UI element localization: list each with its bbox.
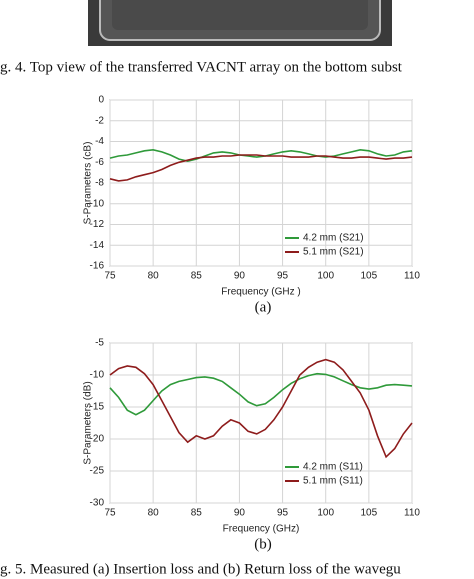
- x-axis-title: Frequency (GHz): [223, 524, 300, 535]
- panel-label: (a): [255, 299, 272, 315]
- x-tick-label: 105: [361, 508, 378, 519]
- series-line: [109, 372, 413, 416]
- y-tick-label: -4: [95, 136, 104, 147]
- x-tick-label: 100: [317, 271, 334, 282]
- figure-4-caption: g. 4. Top view of the transferred VACNT …: [0, 59, 403, 75]
- y-tick-label: -16: [90, 261, 105, 272]
- figure-4-photo: [88, 0, 392, 46]
- series-line: [109, 358, 413, 459]
- x-tick-label: 110: [404, 508, 420, 519]
- x-axis-title: Frequency (GHz ): [221, 287, 300, 298]
- x-tick-label: 80: [148, 271, 160, 282]
- x-tick-label: 80: [148, 508, 160, 519]
- x-tick-label: 75: [104, 508, 116, 519]
- y-tick-label: -25: [90, 466, 105, 477]
- panel-label: (b): [254, 536, 272, 552]
- x-tick-label: 90: [234, 271, 246, 282]
- x-tick-label: 95: [277, 271, 289, 282]
- x-tick-label: 85: [191, 271, 203, 282]
- series-line: [109, 148, 413, 163]
- y-tick-label: -14: [90, 240, 105, 251]
- y-tick-label: -6: [95, 157, 104, 168]
- plot-area: [109, 342, 413, 504]
- x-tick-label: 90: [234, 508, 246, 519]
- legend-label: 5.1 mm (S21): [303, 247, 364, 258]
- y-tick-label: -2: [95, 115, 104, 126]
- x-tick-label: 85: [191, 508, 203, 519]
- y-axis-title: S-Parameters (cB): [83, 142, 94, 225]
- figure-5-caption: g. 5. Measured (a) Insertion loss and (b…: [0, 561, 401, 577]
- x-tick-label: 105: [361, 271, 378, 282]
- series-line: [109, 154, 413, 182]
- y-tick-label: -15: [90, 402, 105, 413]
- x-tick-label: 110: [404, 271, 420, 282]
- y-axis-title: S-Parameters (dB): [83, 381, 94, 464]
- y-tick-label: -20: [90, 434, 105, 445]
- y-tick-label: -8: [95, 178, 104, 189]
- x-tick-label: 95: [277, 508, 289, 519]
- y-tick-label: -30: [90, 498, 105, 509]
- x-tick-label: 100: [317, 508, 334, 519]
- x-tick-label: 75: [104, 271, 116, 282]
- y-tick-label: -12: [90, 219, 105, 230]
- y-tick-label: -5: [95, 338, 104, 349]
- y-tick-label: 0: [98, 95, 104, 106]
- legend-label: 4.2 mm (S21): [303, 233, 364, 244]
- y-tick-label: -10: [90, 198, 105, 209]
- legend-label: 4.2 mm (S11): [303, 462, 363, 473]
- legend-label: 5.1 mm (S11): [303, 476, 363, 487]
- y-tick-label: -10: [90, 370, 105, 381]
